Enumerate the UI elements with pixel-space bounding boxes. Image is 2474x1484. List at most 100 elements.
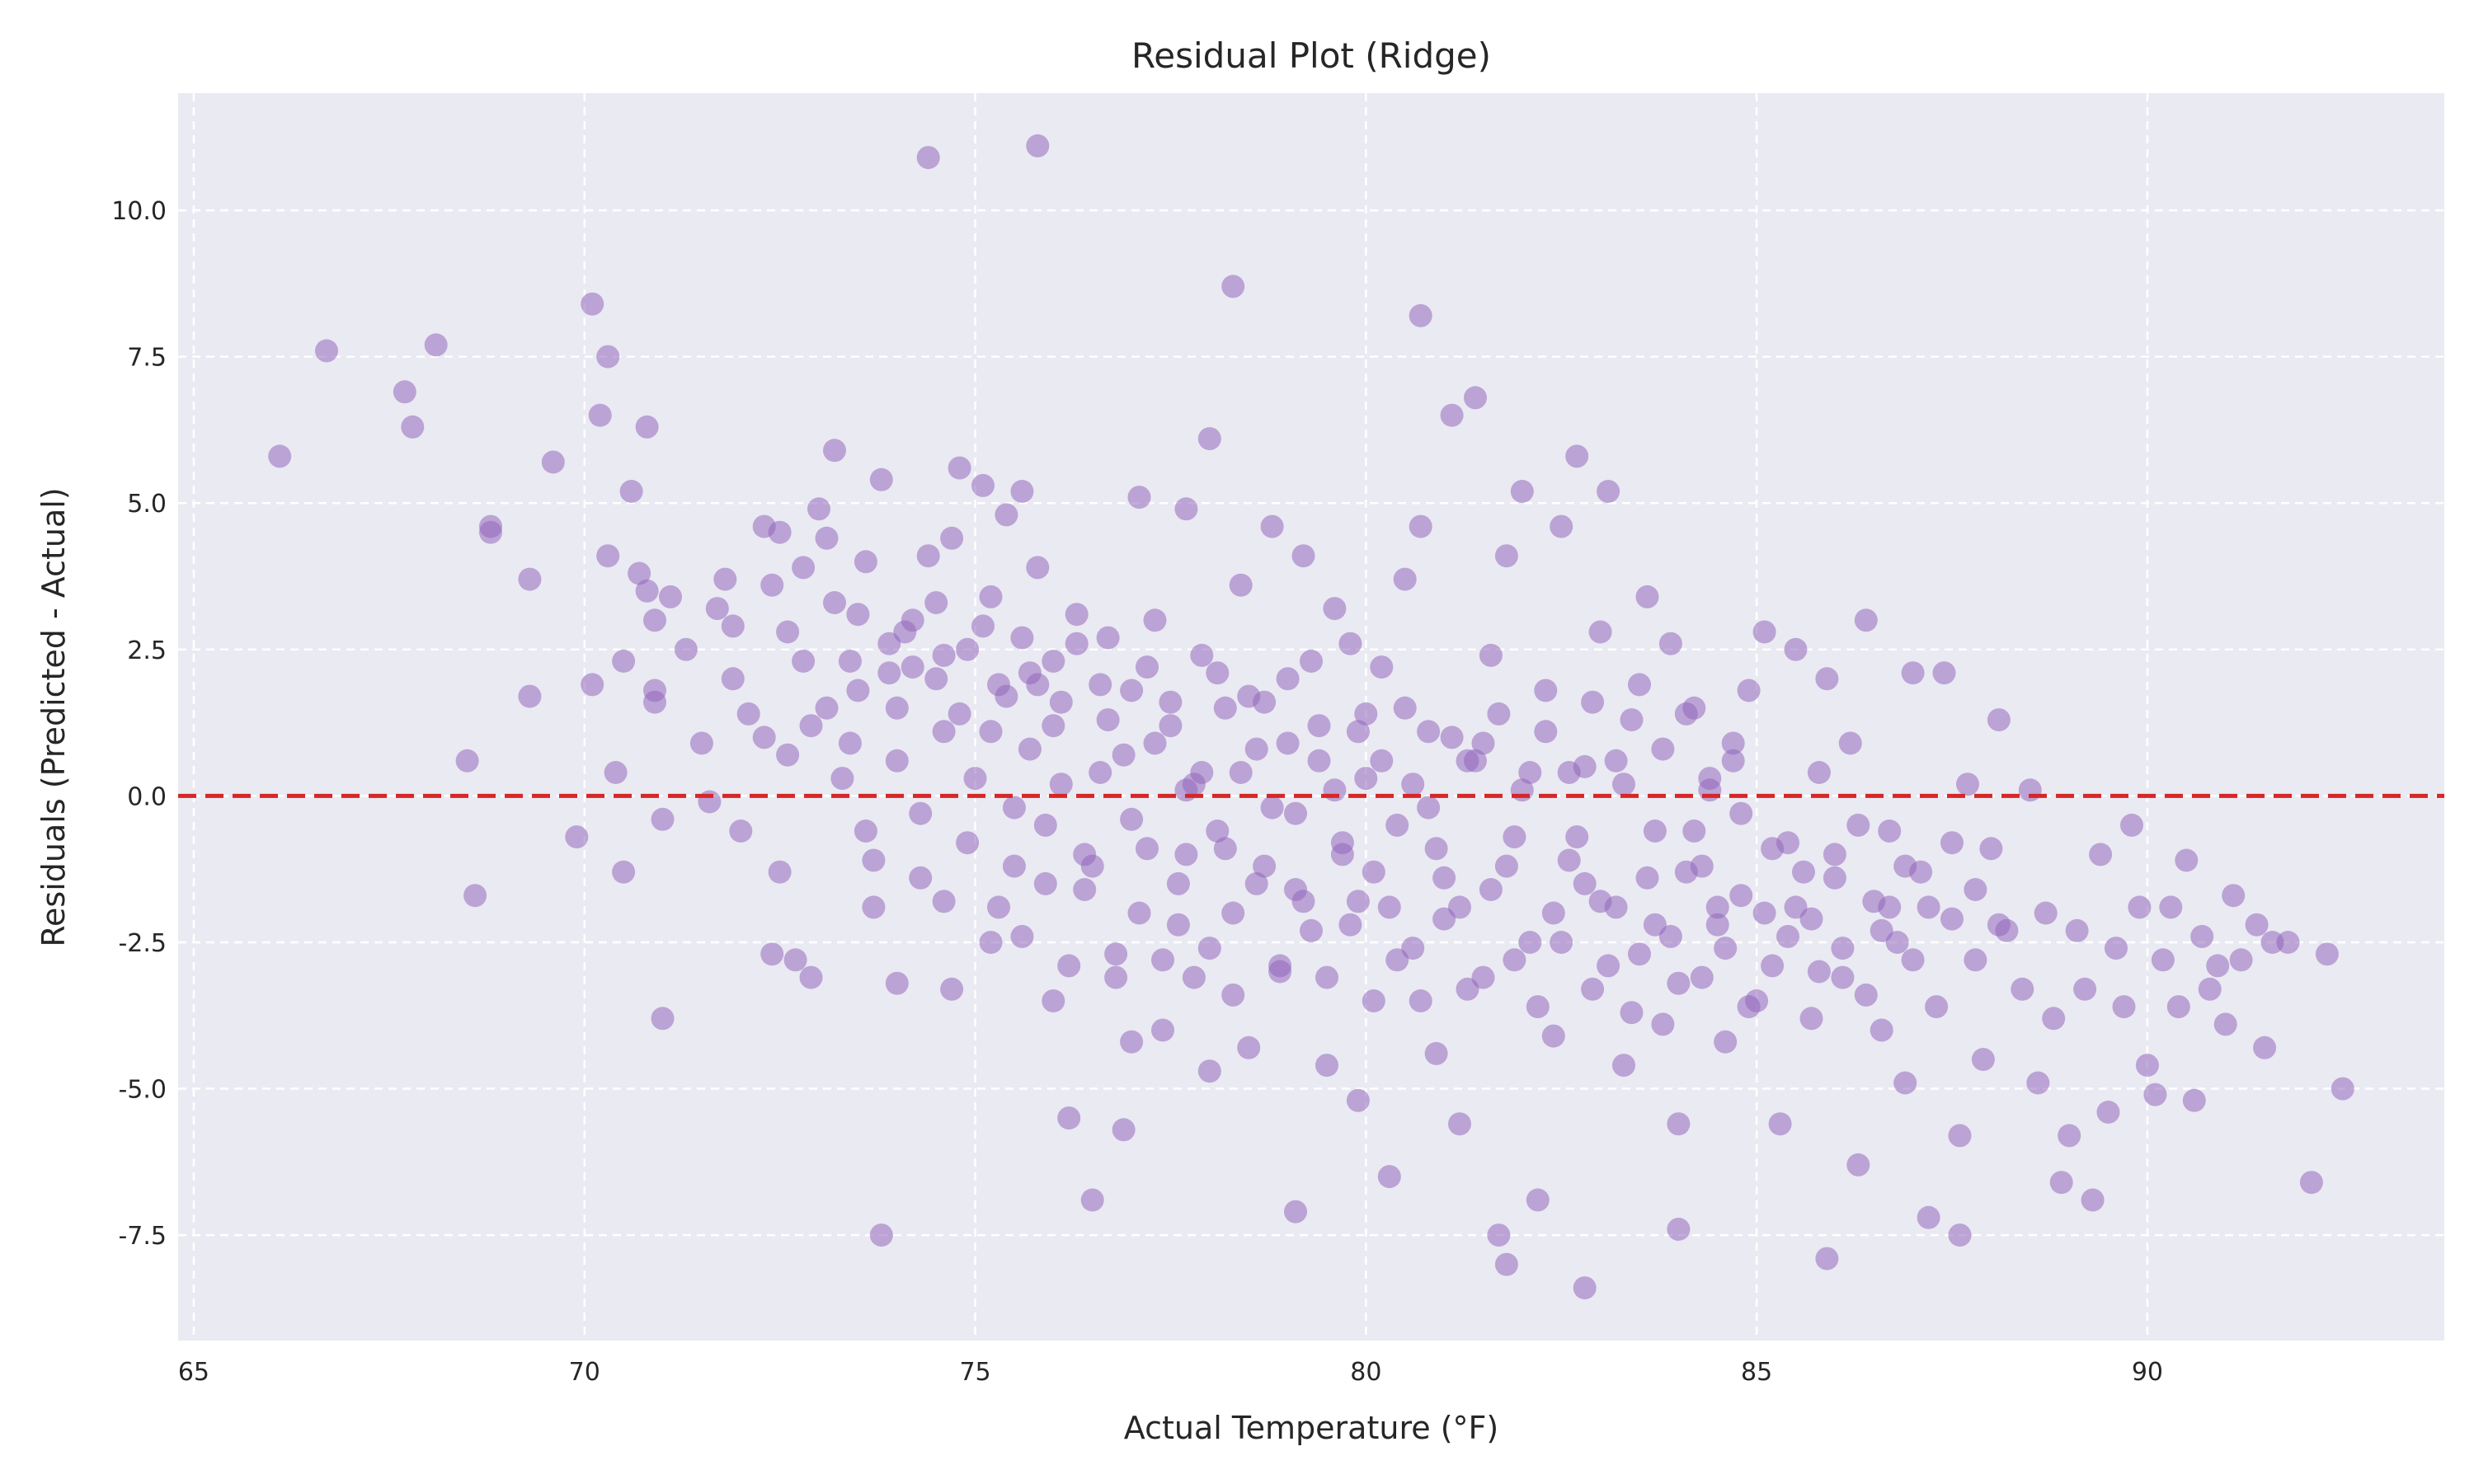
- data-point: [1377, 1165, 1401, 1189]
- data-point: [1870, 1018, 1893, 1042]
- data-point: [619, 480, 643, 503]
- data-point: [752, 726, 776, 749]
- data-point: [729, 819, 753, 843]
- data-point: [1541, 1024, 1565, 1048]
- data-point: [1300, 918, 1323, 942]
- y-tick-label-1: -5.0: [118, 1076, 167, 1105]
- y-tick-label-0: -7.5: [118, 1222, 167, 1251]
- data-point: [1432, 866, 1456, 890]
- data-point: [1667, 1218, 1691, 1241]
- data-point: [1518, 761, 1542, 784]
- data-point: [932, 720, 956, 744]
- data-point: [1823, 866, 1846, 890]
- data-point: [1784, 637, 1808, 661]
- data-point: [1330, 843, 1354, 866]
- data-point: [1620, 1001, 1644, 1025]
- data-point: [1870, 918, 1893, 942]
- data-point: [1136, 837, 1159, 861]
- data-point: [877, 661, 901, 685]
- data-point: [1714, 937, 1738, 960]
- data-point: [1597, 480, 1620, 503]
- data-point: [1878, 895, 1902, 919]
- data-point: [1831, 937, 1855, 960]
- data-point: [1737, 995, 1761, 1019]
- data-point: [854, 819, 877, 843]
- data-point: [1057, 954, 1081, 978]
- data-point: [768, 520, 792, 544]
- data-point: [643, 608, 666, 632]
- data-point: [1291, 890, 1315, 913]
- data-point: [1526, 1188, 1550, 1212]
- data-point: [1377, 895, 1401, 919]
- data-point: [1338, 913, 1362, 937]
- data-point: [2105, 937, 2128, 960]
- data-point: [1057, 1106, 1081, 1130]
- data-point: [1315, 1054, 1338, 1078]
- data-point: [581, 673, 604, 697]
- data-point: [830, 767, 854, 791]
- data-point: [1635, 866, 1659, 890]
- data-point: [1752, 901, 1776, 925]
- data-point: [1479, 878, 1503, 901]
- data-point: [1737, 679, 1761, 702]
- data-point: [956, 637, 980, 661]
- data-point: [916, 544, 940, 568]
- data-point: [1612, 1054, 1635, 1078]
- data-point: [612, 650, 636, 673]
- y-tick-label-3: 0.0: [127, 782, 167, 811]
- data-point: [518, 684, 542, 708]
- data-point: [1166, 913, 1190, 937]
- data-point: [838, 731, 862, 755]
- data-point: [807, 497, 830, 521]
- data-point: [1729, 801, 1753, 825]
- data-point: [1307, 749, 1331, 773]
- data-point: [2034, 901, 2058, 925]
- x-tick-label-1: 70: [569, 1358, 600, 1387]
- data-point: [924, 591, 948, 614]
- data-point: [846, 679, 870, 702]
- data-point: [1651, 1012, 1675, 1036]
- data-point: [1268, 954, 1292, 978]
- data-point: [823, 439, 846, 463]
- data-point: [1620, 708, 1644, 732]
- data-point: [541, 450, 565, 474]
- data-point: [315, 339, 338, 363]
- data-point: [588, 403, 612, 427]
- data-point: [2190, 924, 2214, 948]
- data-point: [1260, 796, 1284, 819]
- data-point: [596, 345, 620, 369]
- data-point: [1151, 1018, 1174, 1042]
- data-point: [932, 890, 956, 913]
- data-point: [2065, 918, 2089, 942]
- data-point: [1315, 965, 1338, 989]
- data-point: [760, 573, 784, 597]
- data-point: [736, 702, 760, 726]
- data-point: [948, 456, 971, 480]
- data-point: [1854, 983, 1878, 1007]
- data-point: [1237, 1036, 1261, 1059]
- data-point: [2198, 977, 2222, 1001]
- data-point: [463, 884, 487, 908]
- data-point: [643, 690, 666, 714]
- data-point: [1471, 731, 1495, 755]
- data-point: [1917, 1205, 1940, 1229]
- data-point: [1987, 708, 2011, 732]
- data-point: [1776, 831, 1799, 855]
- x-tick-label-4: 85: [1741, 1358, 1772, 1387]
- data-point: [2026, 1071, 2050, 1095]
- data-point: [1854, 608, 1878, 632]
- data-point: [2096, 1101, 2120, 1124]
- data-point: [2166, 995, 2190, 1019]
- data-point: [799, 714, 823, 738]
- x-tick-label-5: 90: [2132, 1358, 2163, 1387]
- data-point: [1534, 679, 1558, 702]
- data-point: [1362, 989, 1385, 1012]
- data-point: [1658, 632, 1682, 655]
- data-point: [565, 825, 589, 849]
- data-point: [1244, 871, 1268, 895]
- data-point: [2018, 778, 2042, 802]
- data-point: [1635, 585, 1659, 608]
- data-point: [2222, 884, 2246, 908]
- data-point: [1221, 901, 1245, 925]
- data-point: [674, 637, 698, 661]
